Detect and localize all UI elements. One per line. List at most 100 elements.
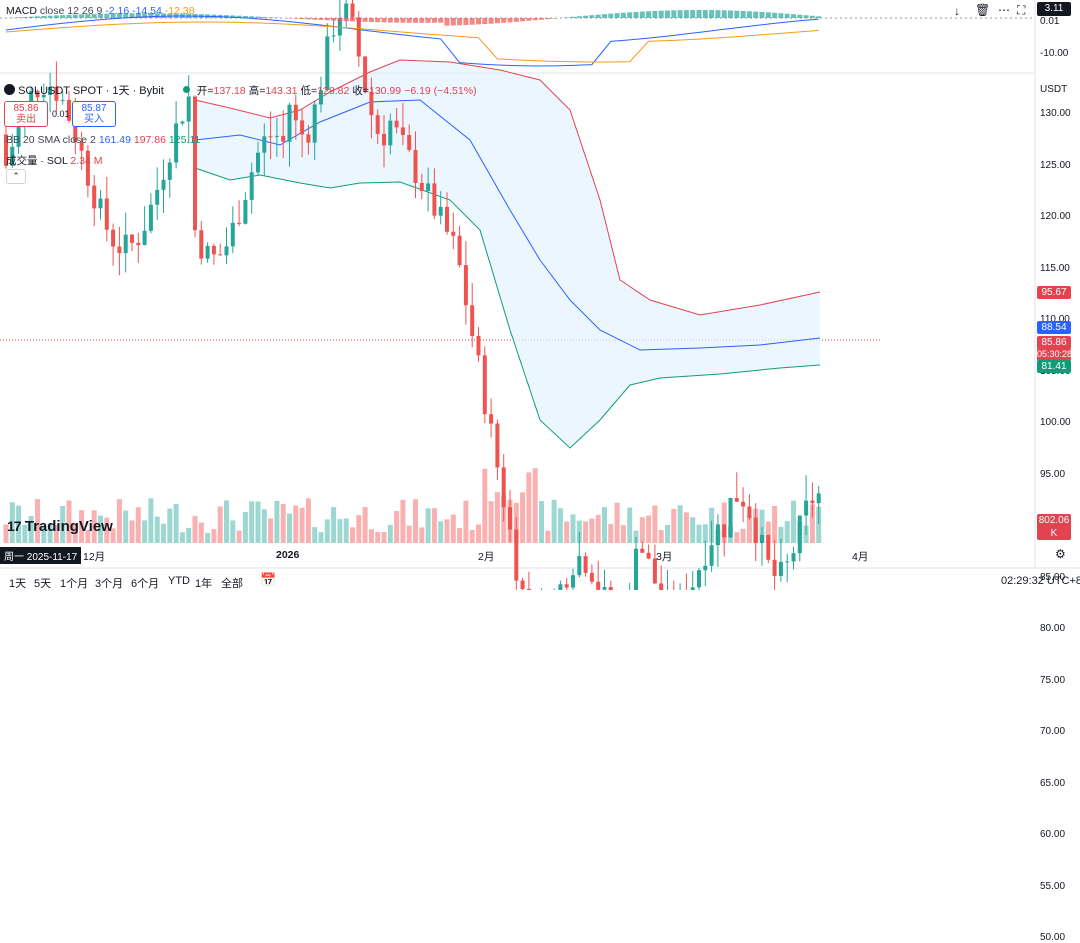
- bb-lower-tag: 81.41: [1037, 360, 1071, 373]
- buy-button[interactable]: 85.87 买入: [72, 101, 116, 127]
- maximize-icon[interactable]: ⛶: [1017, 3, 1025, 18]
- arrow-down-icon[interactable]: ↓: [954, 4, 960, 18]
- volume-bar: [545, 531, 550, 543]
- price-axis-tick: 65.00: [1040, 778, 1065, 789]
- more-icon[interactable]: ⋯: [998, 3, 1010, 17]
- volume-bar: [350, 527, 355, 543]
- candle-body: [388, 121, 392, 146]
- candle-body: [237, 223, 241, 224]
- volume-bar: [438, 521, 443, 543]
- candle-body: [206, 246, 210, 259]
- volume-bar: [445, 519, 450, 543]
- bb-middle-value: 161.49: [99, 134, 131, 146]
- macd-histogram-bar: [514, 18, 519, 22]
- volume-bar: [489, 501, 494, 543]
- candle-body: [231, 223, 235, 246]
- macd-histogram-bar: [634, 12, 639, 18]
- date-range-icon[interactable]: 📅: [260, 572, 276, 588]
- symbol-name[interactable]: SOLUSDT SPOT · 1天 · Bybit: [18, 85, 164, 97]
- candle-body: [571, 575, 575, 587]
- candle-body: [495, 424, 499, 468]
- volume-bar: [451, 515, 456, 543]
- bb-upper-value: 197.86: [134, 134, 166, 146]
- volume-bar: [627, 508, 632, 543]
- volume-bar: [268, 518, 273, 543]
- volume-bar: [281, 504, 286, 543]
- candle-body: [212, 246, 216, 254]
- candle-body: [300, 120, 304, 134]
- currency-label[interactable]: USDT: [1040, 84, 1067, 95]
- collapse-legend-button[interactable]: ⌃: [6, 169, 26, 184]
- volume-bar: [577, 521, 582, 543]
- candle-body: [451, 232, 455, 236]
- candle-body: [401, 127, 405, 135]
- macd-histogram-bar: [419, 18, 424, 23]
- macd-histogram-bar: [319, 18, 324, 20]
- macd-histogram-bar: [520, 18, 525, 21]
- clock[interactable]: 02:29:32 UTC+8: [1001, 575, 1080, 587]
- macd-histogram-bar: [413, 18, 418, 23]
- candle-body: [773, 560, 777, 576]
- candle-body: [647, 553, 651, 559]
- candle-body: [414, 150, 418, 183]
- macd-histogram-bar: [501, 18, 506, 23]
- volume-bar: [640, 517, 645, 543]
- volume-bar: [211, 529, 216, 543]
- price-axis-tick: 115.00: [1040, 263, 1070, 274]
- macd-histogram-bar: [766, 12, 771, 18]
- bb-legend: BB 20 SMA close 2 161.49 197.86 125.11: [6, 134, 200, 146]
- timeframe-5d[interactable]: 5天: [34, 575, 51, 591]
- macd-histogram-bar: [508, 18, 513, 22]
- settings-gear-icon[interactable]: ⚙: [1055, 547, 1066, 561]
- macd-histogram-bar: [564, 17, 569, 18]
- high-label: 高=: [249, 85, 266, 97]
- timeframe-all[interactable]: 全部: [221, 575, 243, 591]
- price-axis-tick: 55.00: [1040, 881, 1065, 892]
- macd-histogram-bar: [621, 13, 626, 18]
- volume-bar: [804, 526, 809, 543]
- timeframe-ytd[interactable]: YTD: [168, 575, 190, 587]
- candle-body: [92, 186, 96, 209]
- timeframe-1d[interactable]: 1天: [9, 575, 26, 591]
- sell-button[interactable]: 85.86 卖出: [4, 101, 48, 127]
- macd-histogram-bar: [665, 10, 670, 18]
- volume-bar: [608, 524, 613, 543]
- candle-body: [521, 581, 525, 589]
- volume-bar: [678, 505, 683, 543]
- volume-bar: [382, 532, 387, 543]
- volume-bar: [615, 503, 620, 543]
- x-axis-label: 4月: [852, 549, 868, 564]
- candle-body: [741, 502, 745, 507]
- candle-body: [703, 566, 707, 570]
- macd-histogram-bar: [589, 15, 594, 18]
- macd-histogram-bar: [760, 12, 765, 18]
- macd-histogram-bar: [268, 17, 273, 18]
- candle-body: [187, 97, 191, 122]
- timeframe-3m[interactable]: 3个月: [95, 575, 123, 591]
- candle-body: [634, 549, 638, 590]
- macd-histogram-bar: [804, 15, 809, 18]
- candle-body: [124, 235, 128, 253]
- candle-body: [603, 587, 607, 590]
- trash-icon[interactable]: 🗑: [975, 3, 990, 17]
- macd-histogram-bar: [753, 12, 758, 18]
- macd-histogram-bar: [577, 16, 582, 18]
- candle-body: [332, 35, 336, 36]
- macd-histogram-bar: [337, 18, 342, 21]
- volume-bar: [734, 532, 739, 543]
- macd-histogram-bar: [356, 18, 361, 22]
- timeframe-1m[interactable]: 1个月: [60, 575, 88, 591]
- candle-body: [558, 584, 562, 590]
- macd-histogram-bar: [300, 18, 305, 19]
- timeframe-1y[interactable]: 1年: [195, 575, 212, 591]
- macd-histogram-bar: [249, 16, 254, 18]
- close-value: 130.99: [369, 85, 401, 97]
- volume-bar: [237, 531, 242, 543]
- candle-body: [458, 236, 462, 265]
- timeframe-6m[interactable]: 6个月: [131, 575, 159, 591]
- macd-histogram-bar: [728, 11, 733, 18]
- macd-histogram-bar: [16, 17, 21, 18]
- tradingview-logo[interactable]: 17 TradingView: [7, 518, 113, 535]
- macd-histogram-bar: [797, 15, 802, 18]
- volume-bar: [470, 530, 475, 543]
